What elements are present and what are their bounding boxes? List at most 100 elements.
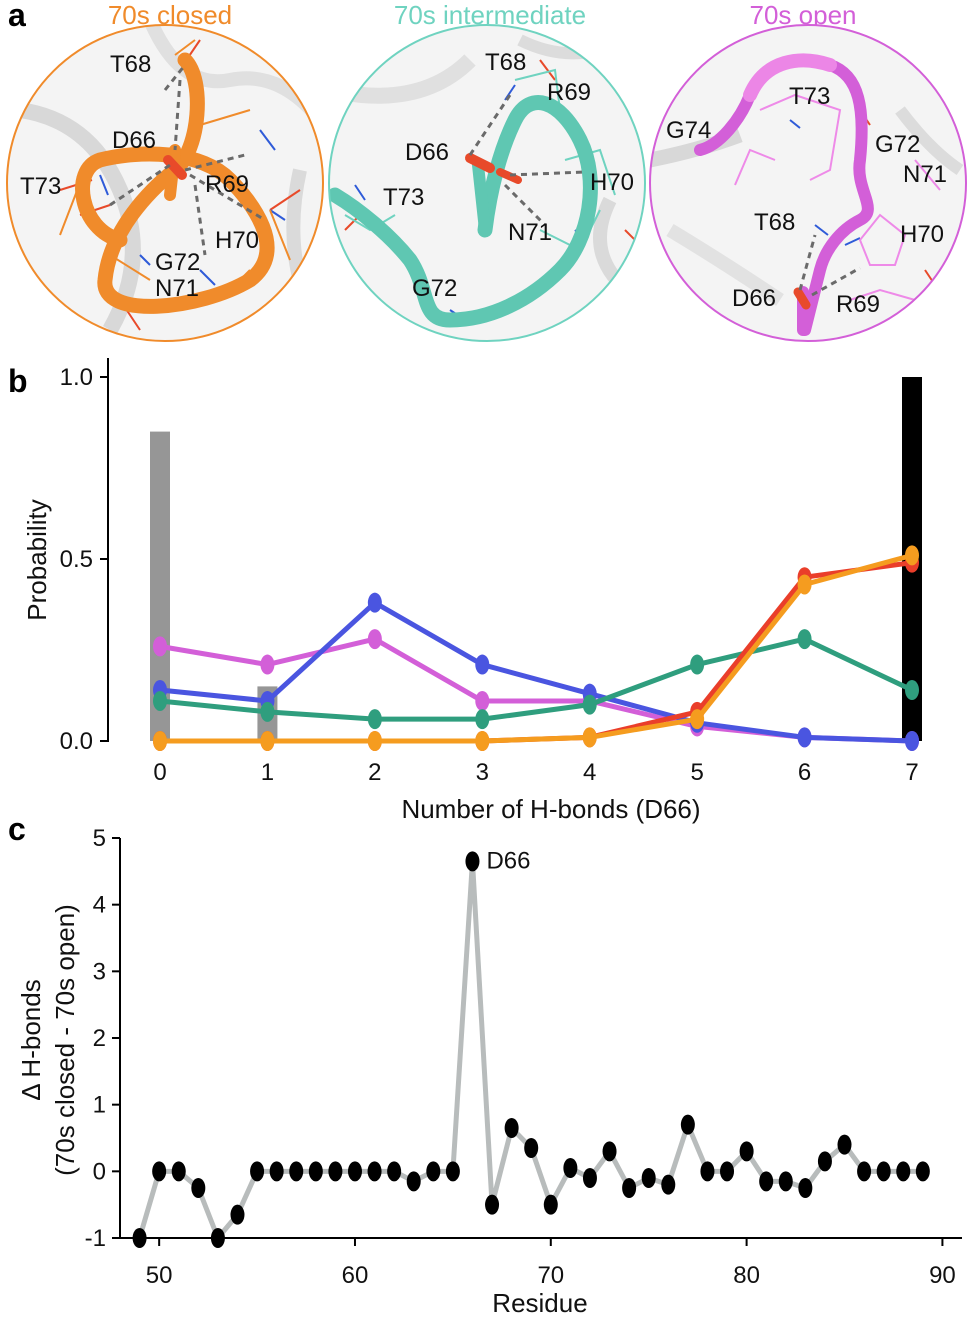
series-point-magenta [475,690,490,711]
series-line-orange [160,552,913,744]
residue-point-87 [876,1161,891,1182]
residue-point-86 [857,1161,872,1182]
series-point-teal [475,709,490,730]
series-point-magenta [260,654,275,675]
b-x-tick-label: 2 [368,759,381,786]
b-x-tick-label: 6 [798,759,811,786]
closed-label-r69: R69 [205,171,249,198]
residue-point-78 [700,1161,715,1182]
residue-point-55 [250,1161,265,1182]
intermediate-label-h70: H70 [590,169,634,196]
c-y-tick-label: 1 [93,1092,106,1119]
panel-c-y-ticks: -1 0 1 2 3 4 5 [85,825,120,1252]
series-point-teal [153,690,167,711]
panel-a-letter: a [8,0,26,33]
residue-point-81 [759,1171,774,1192]
b-y-tick-label: 0.5 [60,546,93,573]
c-y-tick-label: 2 [93,1025,106,1052]
b-x-tick-label: 3 [476,759,489,786]
intermediate-residue-labels: T68 R69 D66 H70 T73 N71 G72 [383,49,634,302]
residue-point-64 [426,1161,441,1182]
residue-point-83 [798,1178,813,1198]
residue-point-76 [661,1174,676,1195]
series-point-blue [797,727,812,748]
closed-label-t68: T68 [110,51,151,78]
series-point-blue [475,654,490,675]
closed-label-d66: D66 [112,127,156,154]
panel-b-y-label: Probability [22,499,52,620]
residue-point-57 [289,1161,304,1182]
residue-point-66 [465,851,480,872]
panel-b-series [153,545,919,751]
series-line-teal [159,636,914,722]
series-point-blue [905,731,919,751]
panel-b-letter: b [8,363,28,399]
closed-render [7,25,323,341]
residue-point-84 [817,1151,832,1172]
closed-label-n71: N71 [155,275,199,302]
residue-point-89 [915,1161,930,1182]
series-point-teal [367,709,382,730]
open-label-g74: G74 [666,117,711,144]
series-point-magenta [153,636,167,657]
residue-point-69 [524,1138,539,1158]
b-y-tick-label: 0.0 [60,728,93,755]
series-point-orange [582,727,597,748]
residue-point-75 [641,1168,656,1188]
panel-c-x-label: Residue [492,1288,587,1317]
residue-point-60 [347,1161,362,1182]
c-y-tick-label: 3 [93,958,106,985]
b-y-tick-label: 1.0 [60,364,93,391]
b-x-tick-label: 1 [261,759,274,786]
panel-b-bars [150,377,922,741]
intermediate-label-t68: T68 [485,49,526,76]
residue-point-63 [406,1171,421,1192]
closed-label-g72: G72 [155,249,200,276]
residue-point-88 [896,1161,911,1182]
series-point-teal [905,680,919,701]
residue-point-62 [387,1161,402,1182]
intermediate-label-d66: D66 [405,139,449,166]
intermediate-label-g72: G72 [412,275,457,302]
c-y-tick-label: 4 [93,892,106,919]
open-residue-labels: T73 G74 G72 N71 T68 H70 D66 R69 [666,83,947,318]
panel-a: a 70s closed [6,0,967,342]
series-point-orange [797,574,812,595]
residue-point-77 [680,1114,695,1135]
c-x-tick-label: 70 [537,1262,564,1289]
panel-c-y-label: Δ H-bonds [16,979,46,1100]
structure-closed: 70s closed [6,0,324,342]
residue-point-61 [367,1161,382,1182]
residue-point-52 [191,1178,206,1198]
series-point-teal [582,694,597,715]
panel-b-y-ticks: 0.0 0.5 1.0 [60,364,108,755]
residue-point-80 [739,1141,754,1162]
panel-c-y-label-2: (70s closed - 70s open) [50,904,80,1176]
open-label-h70: H70 [900,221,944,248]
structure-open: 70s open [649,0,967,342]
residue-point-67 [485,1194,500,1215]
c-x-tick-label: 60 [342,1262,369,1289]
residue-point-79 [720,1161,735,1182]
intermediate-label-r69: R69 [547,79,591,106]
b-x-tick-label: 7 [905,759,918,786]
series-point-blue [367,592,382,613]
c-x-tick-label: 80 [733,1262,760,1289]
c-y-tick-label: 0 [93,1158,106,1185]
c-x-tick-label: 90 [929,1262,956,1289]
panel-b-x-ticks: 0 1 2 3 4 5 6 7 [153,759,918,786]
residue-point-71 [563,1158,578,1178]
b-x-tick-label: 0 [153,759,166,786]
panel-b: b 0.0 0.5 1.0 0 1 2 3 4 5 6 7 Number of H-bonds (… [8,358,922,824]
residue-point-49 [132,1228,147,1248]
residue-point-68 [504,1118,519,1138]
residue-point-70 [543,1194,558,1215]
panel-c-letter: c [8,811,26,847]
residue-point-85 [837,1134,852,1155]
c-x-tick-label: 50 [146,1262,173,1289]
residue-point-53 [210,1228,225,1248]
series-point-teal [690,654,705,675]
closed-residue-labels: T68 D66 T73 R69 H70 G72 N71 [20,51,259,302]
closed-label-h70: H70 [215,227,259,254]
panel-b-x-label: Number of H-bonds (D66) [401,794,700,824]
